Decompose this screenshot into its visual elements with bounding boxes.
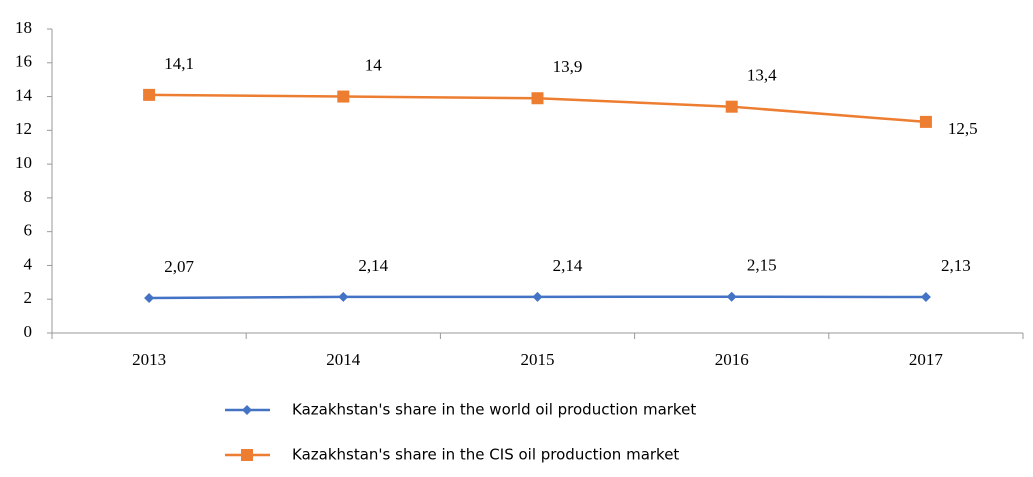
data-point: [725, 100, 738, 113]
data-label: 2,14: [358, 256, 388, 275]
legend-label: Kazakhstan's share in the world oil prod…: [292, 401, 696, 419]
data-point: [920, 292, 931, 303]
x-tick-label: 2014: [326, 350, 361, 369]
data-point: [338, 291, 349, 302]
data-label: 2,15: [747, 256, 777, 275]
data-point: [531, 92, 544, 105]
y-tick-label: 8: [24, 187, 33, 206]
y-tick-label: 6: [24, 221, 33, 240]
x-tick-label: 2017: [909, 350, 944, 369]
y-tick-label: 18: [15, 18, 32, 37]
y-tick-label: 10: [15, 153, 32, 172]
data-point: [143, 88, 156, 101]
y-tick-label: 2: [24, 288, 33, 307]
data-point: [144, 293, 155, 304]
y-tick-label: 12: [15, 119, 32, 138]
data-point: [726, 291, 737, 302]
legend-marker: [241, 449, 253, 461]
x-tick-label: 2013: [132, 350, 166, 369]
x-tick-label: 2016: [715, 350, 749, 369]
data-label: 13,4: [747, 66, 777, 85]
data-point: [919, 115, 932, 128]
legend-label: Kazakhstan's share in the CIS oil produc…: [292, 446, 679, 464]
y-tick-label: 0: [24, 322, 33, 341]
y-tick-label: 16: [15, 52, 32, 71]
data-label: 14: [365, 55, 383, 74]
data-label: 2,07: [164, 257, 194, 276]
y-tick-label: 14: [15, 85, 33, 104]
data-point: [337, 90, 350, 103]
data-label: 14,1: [164, 54, 194, 73]
data-label: 13,9: [553, 57, 583, 76]
x-tick-label: 2015: [521, 350, 555, 369]
data-label: 12,5: [948, 119, 978, 138]
data-point: [532, 291, 543, 302]
y-tick-label: 4: [24, 254, 33, 273]
data-label: 2,13: [941, 256, 971, 275]
data-label: 2,14: [553, 256, 583, 275]
legend-marker: [242, 405, 252, 415]
